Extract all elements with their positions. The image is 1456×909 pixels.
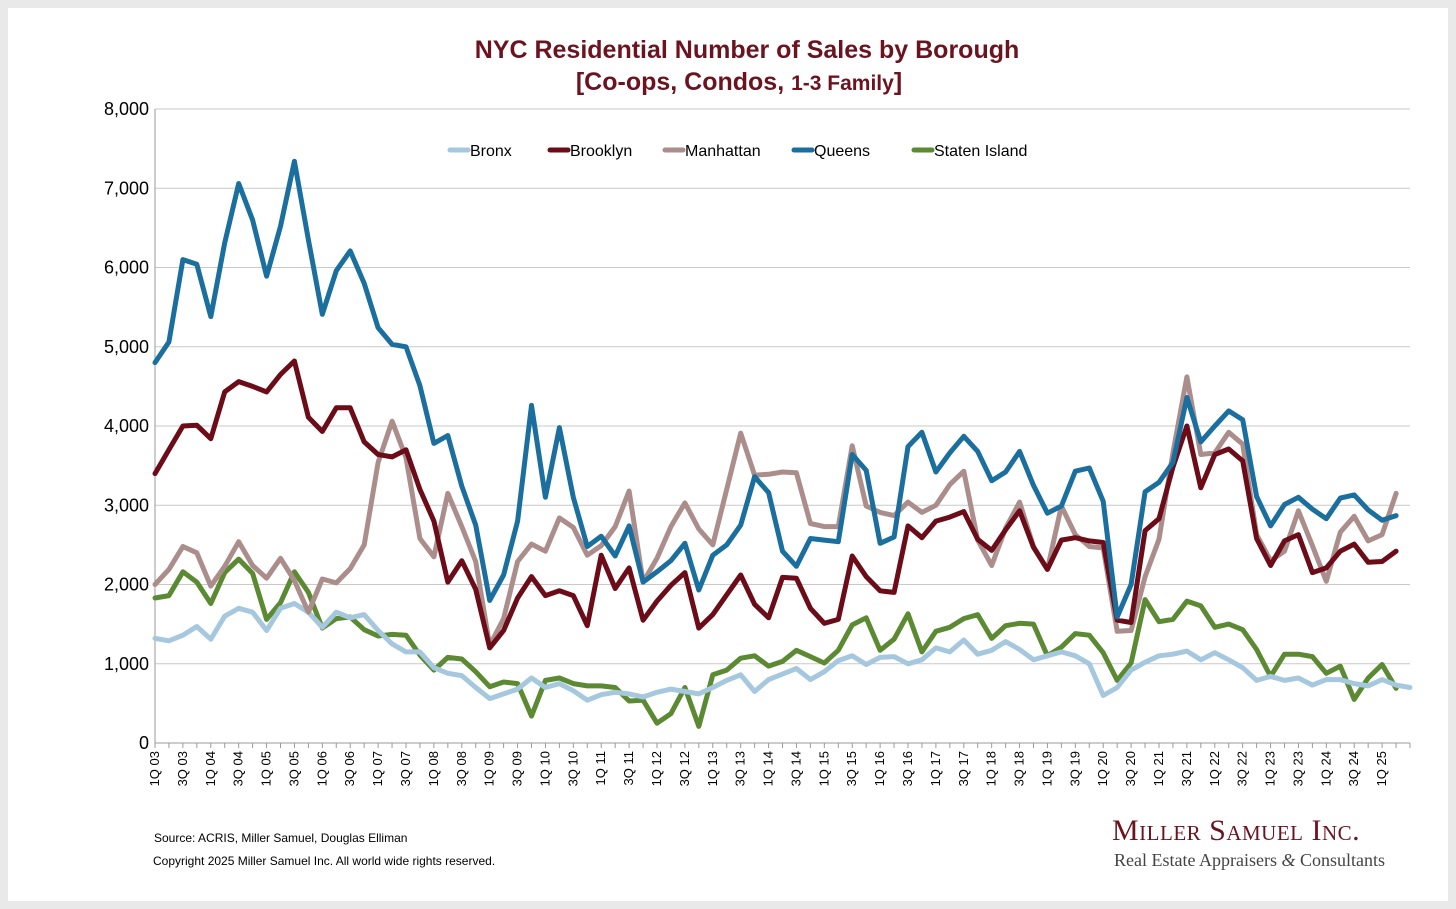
x-tick-label: 1Q 23: [1263, 751, 1278, 786]
y-tick-label: 0: [139, 733, 149, 753]
source-note: Source: ACRIS, Miller Samuel, Douglas El…: [154, 831, 408, 845]
x-tick-label: 3Q 16: [900, 751, 915, 786]
subtitle-end: ]: [894, 68, 902, 96]
grid-lines: [155, 108, 1410, 744]
x-tick-label: 1Q 25: [1374, 751, 1389, 786]
x-tick-label: 1Q 19: [1039, 751, 1054, 786]
x-tick-label: 3Q 09: [510, 751, 525, 786]
legend: Bronx Brooklyn Manhattan Queens Staten Islan…: [447, 143, 1027, 160]
x-tick-label: 3Q 21: [1179, 751, 1194, 786]
x-tick-label: 1Q 08: [426, 751, 441, 786]
subtitle-main: [Co-ops, Condos,: [576, 68, 791, 96]
x-tick-label: 3Q 03: [175, 751, 190, 786]
x-tick-label: 3Q 06: [342, 751, 357, 786]
x-tick-label: 1Q 14: [761, 751, 776, 786]
series-line-queens: [152, 158, 1399, 620]
x-tick-label: 1Q 07: [370, 751, 385, 786]
series-line-manhattan: [152, 374, 1399, 648]
chart-frame: NYC Residential Number of Sales by Borou…: [8, 8, 1448, 901]
x-tick-label: 3Q 11: [621, 751, 636, 785]
x-tick-label: 3Q 15: [844, 751, 859, 786]
legend-label: Manhattan: [685, 143, 761, 160]
x-tick-label: 1Q 11: [593, 751, 608, 785]
x-tick-label: 1Q 21: [1151, 751, 1166, 786]
x-tick-label: 3Q 12: [677, 751, 692, 786]
x-tick-label: 3Q 05: [286, 751, 301, 786]
chart-svg: NYC Residential Number of Sales by Borou…: [104, 36, 1413, 786]
x-axis: 1Q 03 3Q 03 1Q 04 3Q 04 1Q 05 3Q 05 1Q 06 3Q 06…: [147, 109, 1411, 786]
company-logo-tagline: Real Estate Appraisers & Consultants: [1114, 850, 1385, 871]
x-tick-label: 1Q 24: [1318, 751, 1333, 786]
y-tick-label: 8,000: [104, 99, 149, 119]
x-tick-label: 3Q 20: [1123, 751, 1138, 786]
x-tick-label: 3Q 10: [565, 751, 580, 786]
x-tick-label: 3Q 13: [733, 751, 748, 786]
x-tick-label: 3Q 07: [398, 751, 413, 786]
y-tick-label: 6,000: [104, 258, 149, 278]
x-tick-label: 1Q 04: [203, 751, 218, 786]
x-tick-label: 1Q 13: [705, 751, 720, 786]
x-tick-label: 1Q 03: [147, 751, 162, 786]
y-tick-label: 4,000: [104, 416, 149, 436]
x-tick-label: 3Q 08: [454, 751, 469, 786]
x-tick-label: 3Q 19: [1067, 751, 1082, 786]
x-tick-label: 1Q 12: [649, 751, 664, 786]
series-line-staten-island: [152, 556, 1399, 729]
tagline-part-2: Consultants: [1295, 850, 1385, 870]
series-lines: [152, 158, 1413, 729]
x-tick-label: 3Q 18: [1012, 751, 1027, 786]
x-tick-label: 1Q 16: [872, 751, 887, 786]
x-tick-label: 1Q 20: [1095, 751, 1110, 786]
x-tick-label: 3Q 23: [1290, 751, 1305, 786]
tagline-ampersand: &: [1281, 850, 1296, 870]
y-tick-label: 2,000: [104, 575, 149, 595]
x-tick-label: 1Q 18: [984, 751, 999, 786]
x-tick-label: 3Q 17: [956, 751, 971, 786]
chart-subtitle: [Co-ops, Condos, 1-3 Family]: [576, 68, 902, 96]
subtitle-small: 1-3 Family: [791, 72, 894, 95]
y-tick-label: 3,000: [104, 495, 149, 515]
x-tick-label: 1Q 06: [314, 751, 329, 786]
x-tick-label: 3Q 24: [1346, 751, 1361, 786]
x-tick-label: 1Q 05: [259, 751, 274, 786]
company-logo-name: Miller Samuel Inc.: [1112, 814, 1361, 847]
tagline-part-1: Real Estate Appraisers: [1114, 850, 1282, 870]
legend-label: Staten Island: [934, 143, 1027, 160]
legend-label: Queens: [814, 143, 870, 160]
x-tick-label: 3Q 14: [788, 751, 803, 786]
x-tick-label: 1Q 09: [482, 751, 497, 786]
chart-title: NYC Residential Number of Sales by Borou…: [475, 36, 1020, 64]
legend-label: Bronx: [470, 143, 512, 160]
y-tick-label: 1,000: [104, 654, 149, 674]
x-tick-label: 3Q 04: [231, 751, 246, 786]
x-tick-label: 1Q 15: [816, 751, 831, 786]
legend-label: Brooklyn: [570, 143, 632, 160]
y-axis-ticks: 0 1,000 2,000 3,000 4,000 5,000 6,000 7,000 8,00…: [104, 99, 149, 753]
series-line-brooklyn: [152, 358, 1399, 651]
copyright-note: Copyright 2025 Miller Samuel Inc. All wo…: [153, 854, 496, 868]
series-line-bronx: [152, 601, 1413, 703]
x-tick-label: 3Q 22: [1235, 751, 1250, 786]
x-tick-label: 1Q 17: [928, 751, 943, 786]
y-tick-label: 5,000: [104, 337, 149, 357]
x-tick-label: 1Q 22: [1207, 751, 1222, 786]
x-tick-label: 1Q 10: [537, 751, 552, 786]
y-tick-label: 7,000: [104, 178, 149, 198]
